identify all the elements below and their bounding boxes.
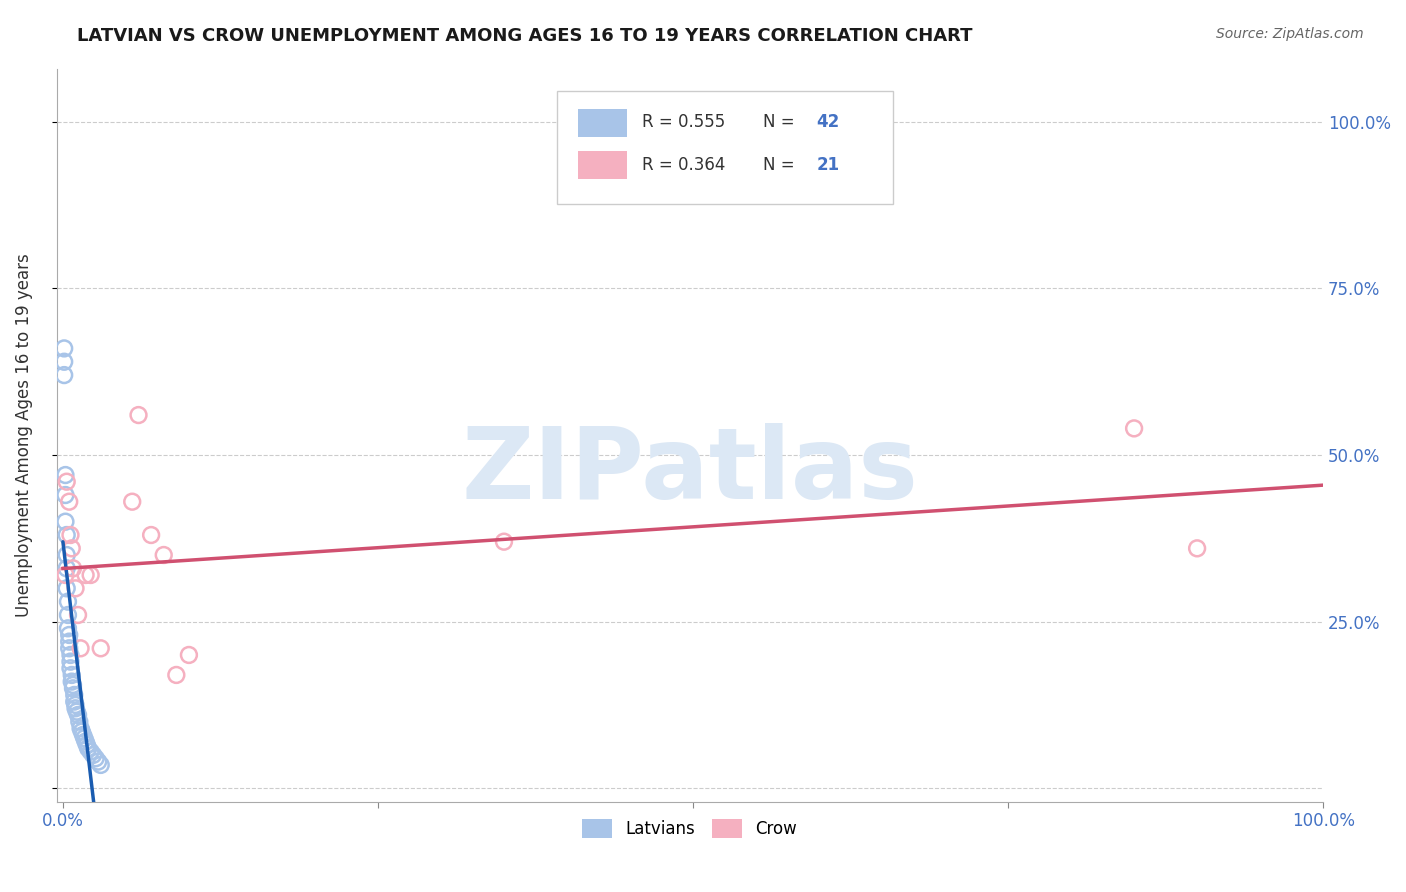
Point bbox=[1123, 421, 1146, 435]
Text: N =: N = bbox=[763, 155, 800, 174]
Point bbox=[79, 568, 101, 582]
Point bbox=[72, 728, 94, 742]
Point bbox=[53, 342, 76, 356]
Point bbox=[55, 548, 77, 562]
Point bbox=[62, 561, 84, 575]
Point bbox=[87, 755, 110, 769]
Point bbox=[67, 708, 90, 723]
Point bbox=[73, 731, 96, 746]
Point bbox=[55, 561, 77, 575]
Text: N =: N = bbox=[763, 113, 800, 131]
Point bbox=[66, 705, 89, 719]
Point bbox=[75, 568, 97, 582]
Point bbox=[55, 468, 77, 483]
Point bbox=[59, 661, 82, 675]
Point bbox=[67, 714, 90, 729]
Point bbox=[139, 528, 162, 542]
Point bbox=[56, 594, 79, 608]
Legend: Latvians, Crow: Latvians, Crow bbox=[576, 812, 804, 845]
Point bbox=[69, 641, 91, 656]
Text: ZIPatlas: ZIPatlas bbox=[461, 423, 918, 520]
Y-axis label: Unemployment Among Ages 16 to 19 years: Unemployment Among Ages 16 to 19 years bbox=[15, 253, 32, 617]
Point bbox=[55, 528, 77, 542]
Point bbox=[59, 528, 82, 542]
FancyBboxPatch shape bbox=[578, 152, 627, 179]
Point bbox=[53, 368, 76, 382]
Point bbox=[62, 678, 84, 692]
Point bbox=[56, 621, 79, 635]
Text: LATVIAN VS CROW UNEMPLOYMENT AMONG AGES 16 TO 19 YEARS CORRELATION CHART: LATVIAN VS CROW UNEMPLOYMENT AMONG AGES … bbox=[77, 27, 973, 45]
Point bbox=[63, 688, 86, 702]
Point bbox=[59, 648, 82, 662]
Point bbox=[77, 741, 100, 756]
Point bbox=[76, 738, 98, 752]
Point bbox=[82, 747, 104, 762]
Text: R = 0.364: R = 0.364 bbox=[641, 155, 725, 174]
Point bbox=[58, 494, 80, 508]
Point bbox=[56, 607, 79, 622]
Point bbox=[58, 641, 80, 656]
Point bbox=[59, 655, 82, 669]
Point bbox=[79, 745, 101, 759]
Point bbox=[55, 568, 77, 582]
Point bbox=[58, 634, 80, 648]
Point bbox=[58, 628, 80, 642]
Point bbox=[55, 582, 77, 596]
Point bbox=[60, 674, 83, 689]
Point bbox=[128, 408, 150, 422]
Point bbox=[55, 515, 77, 529]
Point bbox=[75, 734, 97, 748]
Point bbox=[84, 751, 107, 765]
Point bbox=[121, 494, 143, 508]
Point bbox=[65, 701, 87, 715]
Point bbox=[55, 488, 77, 502]
Point bbox=[60, 541, 83, 556]
FancyBboxPatch shape bbox=[578, 109, 627, 136]
Point bbox=[90, 641, 112, 656]
Point bbox=[90, 758, 112, 772]
Point bbox=[62, 681, 84, 696]
Text: 42: 42 bbox=[817, 113, 839, 131]
Point bbox=[53, 355, 76, 369]
Text: Source: ZipAtlas.com: Source: ZipAtlas.com bbox=[1216, 27, 1364, 41]
Point bbox=[70, 724, 93, 739]
Point bbox=[492, 534, 515, 549]
Point bbox=[67, 607, 90, 622]
Point bbox=[65, 698, 87, 712]
Point bbox=[165, 668, 187, 682]
Point bbox=[55, 475, 77, 489]
Point bbox=[1185, 541, 1208, 556]
Point bbox=[152, 548, 174, 562]
Point bbox=[60, 668, 83, 682]
Point bbox=[177, 648, 200, 662]
Text: R = 0.555: R = 0.555 bbox=[641, 113, 725, 131]
FancyBboxPatch shape bbox=[557, 90, 893, 204]
Point bbox=[65, 582, 87, 596]
Point bbox=[69, 721, 91, 735]
Point bbox=[63, 695, 86, 709]
Text: 21: 21 bbox=[817, 155, 839, 174]
